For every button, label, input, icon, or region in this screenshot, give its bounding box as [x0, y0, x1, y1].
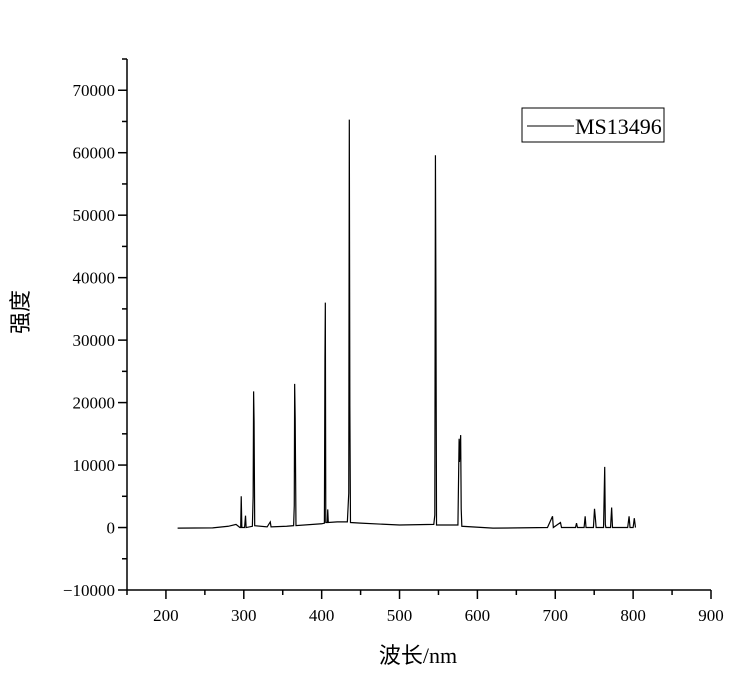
x-tick-label: 500 — [387, 606, 413, 625]
y-tick-label: 60000 — [73, 144, 116, 163]
series-line-MS13496 — [177, 119, 637, 529]
x-tick-label: 600 — [465, 606, 491, 625]
axes — [126, 59, 711, 591]
x-ticks: 200 300 400 500 600 700 800 900 — [126, 590, 724, 625]
x-tick-label: 300 — [231, 606, 257, 625]
x-tick-label: 400 — [309, 606, 335, 625]
x-tick-label: 900 — [698, 606, 724, 625]
x-axis-title: 波长/nm — [379, 643, 457, 668]
y-tick-label: 40000 — [73, 269, 116, 288]
legend-label: MS13496 — [575, 114, 662, 139]
y-tick-label: 50000 — [73, 206, 116, 225]
x-tick-label: 200 — [153, 606, 179, 625]
x-tick-label: 800 — [620, 606, 646, 625]
y-tick-label: 0 — [107, 519, 116, 538]
plot-area — [177, 119, 637, 529]
y-axis-title: 强度 — [8, 290, 33, 334]
legend-box — [521, 107, 665, 143]
y-ticks: −10000 0 10000 20000 30000 40000 50000 60000 700… — [63, 58, 127, 600]
y-tick-label: 20000 — [73, 394, 116, 413]
y-tick-label: 70000 — [73, 81, 116, 100]
y-tick-label: 30000 — [73, 331, 116, 350]
legend: MS13496 — [521, 107, 665, 143]
y-tick-label: −10000 — [63, 581, 115, 600]
y-tick-label: 10000 — [73, 456, 116, 475]
x-tick-label: 700 — [543, 606, 569, 625]
